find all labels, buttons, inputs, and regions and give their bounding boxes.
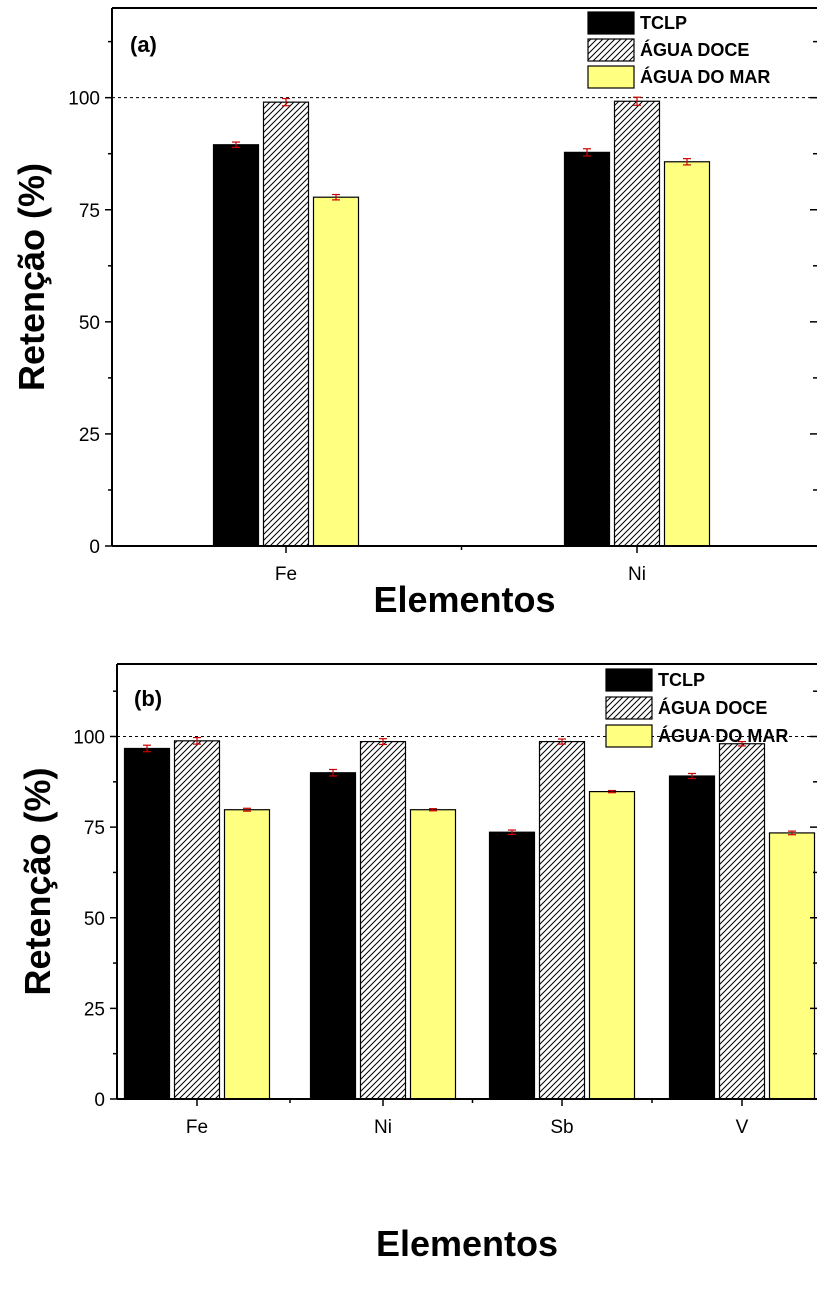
- bar-água-doce-fe: [262, 101, 310, 547]
- legend-swatch: [605, 724, 653, 748]
- bar-água-do-mar-fe: [312, 196, 360, 547]
- y-tick-label: 100: [68, 89, 100, 110]
- legend-swatch: [587, 65, 635, 89]
- y-axis-title: Retenção (%): [17, 767, 58, 995]
- bar-água-do-mar-ni: [409, 809, 457, 1100]
- bar-água-doce-ni: [613, 100, 661, 547]
- legend-label: ÁGUA DOCE: [658, 697, 767, 718]
- legend-swatch: [605, 668, 653, 692]
- chart-panel-a: [105, 7, 817, 553]
- bar-água-do-mar-v: [768, 832, 816, 1100]
- bar-água-do-mar-sb: [588, 790, 636, 1100]
- bar-tclp-v: [668, 775, 716, 1100]
- x-axis-title: Elementos: [376, 1223, 558, 1264]
- bar-água-doce-v: [718, 743, 766, 1100]
- legend-label: ÁGUA DOCE: [640, 39, 749, 60]
- bar-água-do-mar-fe: [223, 809, 271, 1100]
- y-tick-label: 0: [94, 1090, 105, 1111]
- y-tick-label: 100: [73, 728, 105, 749]
- legend-swatch: [605, 696, 653, 720]
- x-tick-label: Sb: [550, 1117, 573, 1138]
- legend-swatch: [587, 38, 635, 62]
- y-tick-label: 75: [79, 201, 100, 222]
- bar-tclp-sb: [488, 831, 536, 1100]
- bar-água-doce-fe: [173, 740, 221, 1100]
- x-tick-label: V: [736, 1117, 749, 1138]
- x-tick-label: Ni: [374, 1117, 392, 1138]
- bar-tclp-ni: [563, 151, 611, 547]
- legend-label: TCLP: [658, 670, 705, 690]
- chart-panel-b: [110, 663, 817, 1106]
- x-axis-title: Elementos: [373, 579, 555, 620]
- y-tick-label: 25: [79, 425, 100, 446]
- panel-label: (a): [130, 32, 157, 57]
- y-tick-label: 75: [84, 818, 105, 839]
- x-tick-label: Fe: [275, 564, 297, 585]
- legend-label: ÁGUA DO MAR: [658, 725, 788, 746]
- bar-água-do-mar-ni: [663, 161, 711, 547]
- x-tick-label: Fe: [186, 1117, 208, 1138]
- bar-água-doce-sb: [538, 740, 586, 1100]
- legend-swatch: [587, 11, 635, 35]
- y-axis-title: Retenção (%): [11, 163, 52, 391]
- y-tick-label: 25: [84, 999, 105, 1020]
- bar-tclp-fe: [123, 747, 171, 1100]
- y-tick-label: 50: [84, 909, 105, 930]
- panel-label: (b): [134, 686, 162, 711]
- y-tick-label: 50: [79, 313, 100, 334]
- bar-tclp-ni: [309, 772, 357, 1100]
- bar-tclp-fe: [212, 144, 260, 547]
- legend-label: ÁGUA DO MAR: [640, 66, 770, 87]
- legend-label: TCLP: [640, 13, 687, 33]
- x-tick-label: Ni: [628, 564, 646, 585]
- y-tick-label: 0: [89, 537, 100, 558]
- bar-água-doce-ni: [359, 740, 407, 1100]
